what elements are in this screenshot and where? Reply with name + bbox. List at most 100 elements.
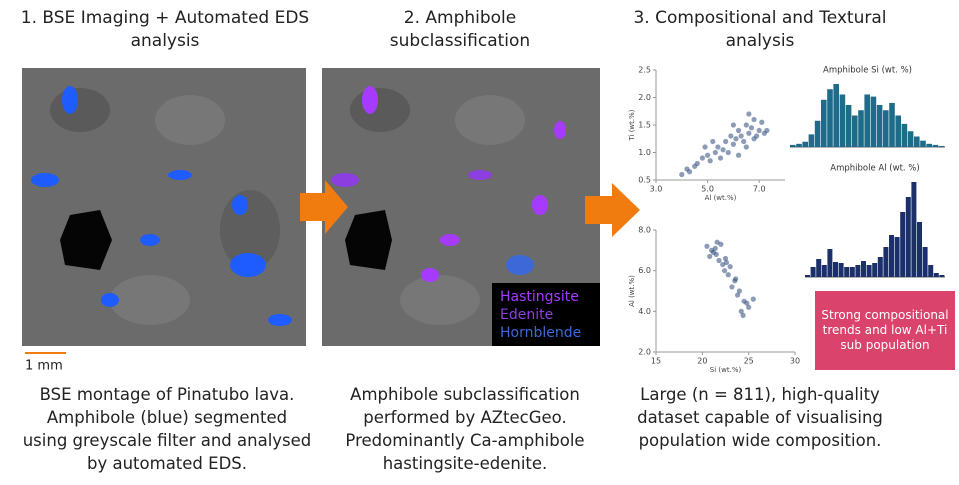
bar xyxy=(939,275,945,277)
point xyxy=(746,130,752,136)
bar xyxy=(914,136,920,147)
bar xyxy=(883,110,889,147)
point xyxy=(746,111,752,117)
point xyxy=(723,259,730,266)
x-tick-label: 7.0 xyxy=(753,185,766,194)
bar xyxy=(920,140,926,147)
bar xyxy=(796,143,802,147)
bar xyxy=(808,134,815,147)
point xyxy=(725,272,731,278)
point xyxy=(734,292,741,298)
bar xyxy=(900,212,906,277)
bar xyxy=(858,110,864,147)
bar xyxy=(866,265,872,277)
x-axis-label: Si (wt.%) xyxy=(710,366,742,374)
point xyxy=(702,144,708,150)
bar xyxy=(917,222,922,277)
bar xyxy=(922,247,928,277)
bar xyxy=(827,249,833,277)
y-axis-label: Al (wt.%) xyxy=(628,275,636,307)
bar xyxy=(876,105,883,147)
legend: Hastingsite Edenite Hornblende xyxy=(500,289,581,341)
bar xyxy=(844,267,850,277)
x-tick-label: 5.0 xyxy=(701,185,714,194)
y-tick-label: 1.5 xyxy=(638,121,651,130)
y-tick-label: 1.0 xyxy=(638,148,651,157)
point xyxy=(710,138,716,145)
bar xyxy=(933,273,939,277)
point xyxy=(741,138,747,145)
point xyxy=(764,127,770,134)
bar xyxy=(889,102,895,147)
bar xyxy=(852,115,858,147)
point xyxy=(756,127,762,134)
bar xyxy=(802,141,808,147)
point xyxy=(699,155,706,161)
point xyxy=(717,155,724,161)
point xyxy=(728,133,734,139)
legend-item: Hastingsite xyxy=(500,289,579,305)
bar xyxy=(805,275,810,277)
point xyxy=(720,147,726,153)
heading: 1. BSE Imaging + Automated EDS analysis xyxy=(20,8,310,51)
x-tick-label: 20 xyxy=(697,357,707,366)
charts: 3.0 5.0 7.0 0.5 1.0 1.5 2.0 2.5 Al (wt.%) Ti (wt.… xyxy=(628,66,945,374)
point xyxy=(710,249,717,255)
bar xyxy=(845,105,852,147)
x-axis-label: Al (wt.%) xyxy=(705,194,737,202)
bar xyxy=(911,182,917,277)
point xyxy=(723,138,729,145)
chart-title: Amphibole Si (wt. %) xyxy=(823,66,912,76)
point xyxy=(714,239,720,245)
point xyxy=(730,141,737,147)
point xyxy=(735,152,742,158)
bar xyxy=(901,123,908,147)
bse-image xyxy=(22,68,306,346)
point xyxy=(727,264,733,270)
x-tick-label: 25 xyxy=(744,357,754,366)
legend-item: Hornblende xyxy=(500,325,581,341)
caption: BSE montage of Pinatubo lava. Amphibole … xyxy=(22,385,312,473)
bar xyxy=(872,263,878,277)
bar xyxy=(861,261,866,277)
chart-title: Amphibole Al (wt. %) xyxy=(830,164,919,174)
caption: Large (n = 811), high-quality dataset ca… xyxy=(637,385,883,450)
point xyxy=(694,160,700,167)
point xyxy=(751,116,757,123)
point xyxy=(730,122,737,128)
arrow xyxy=(585,183,640,237)
bar xyxy=(932,144,939,147)
point xyxy=(705,152,711,158)
bar xyxy=(877,257,883,277)
bar xyxy=(821,265,827,277)
point xyxy=(736,288,743,294)
point xyxy=(746,304,752,310)
point xyxy=(722,255,729,262)
point xyxy=(740,312,746,318)
caption: Amphibole subclassification performed by… xyxy=(345,385,585,473)
bar xyxy=(839,94,846,147)
bar xyxy=(926,143,932,147)
bar xyxy=(833,84,839,147)
bar xyxy=(907,131,914,147)
point xyxy=(751,136,757,142)
point xyxy=(716,257,722,264)
x-tick-label: 3.0 xyxy=(650,185,663,194)
legend-item: Edenite xyxy=(500,307,553,323)
bar xyxy=(810,267,816,277)
y-tick-label: 6.0 xyxy=(638,266,651,275)
y-tick-label: 2.0 xyxy=(638,348,651,357)
bar xyxy=(895,115,901,147)
y-tick-label: 0.5 xyxy=(638,176,651,185)
point xyxy=(733,136,739,142)
point xyxy=(679,171,685,178)
point xyxy=(738,133,744,139)
bar xyxy=(838,263,844,277)
point xyxy=(712,245,718,251)
arrow xyxy=(300,180,348,234)
classified-image xyxy=(322,68,600,346)
bar xyxy=(870,96,877,147)
point xyxy=(759,119,765,125)
